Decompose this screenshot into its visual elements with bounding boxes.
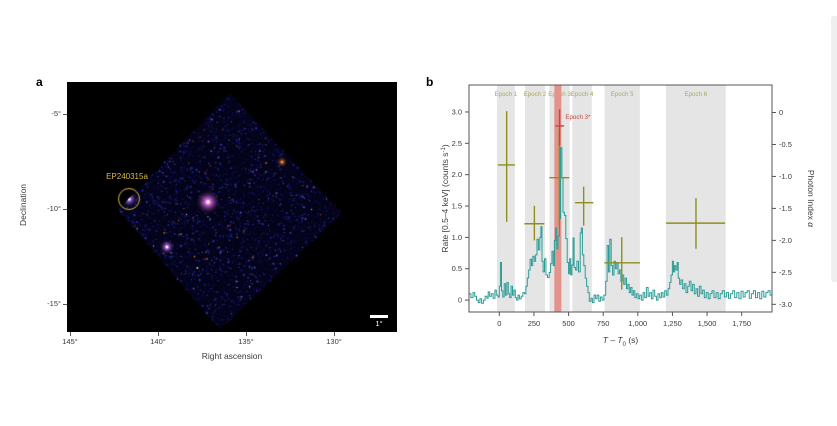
rate-tick-label: 2.5 [452, 139, 462, 148]
x-tick-label: 1,750 [732, 319, 751, 328]
special-epoch-label: Epoch 3* [565, 114, 591, 121]
ra-tick-label: 140° [150, 337, 166, 346]
adjacent-panel-edge [831, 16, 837, 282]
special-epoch-band [554, 85, 562, 312]
epoch-band-label: Epoch 2 [524, 91, 547, 98]
epoch-band-label: Epoch 1 [495, 91, 518, 98]
x-tick-label: 0 [497, 319, 501, 328]
xray-sky-canvas [67, 82, 397, 332]
alpha-tick-label: 0 [779, 108, 783, 117]
photon-index-cross [524, 205, 545, 241]
photon-index-cross [666, 198, 726, 249]
dec-tick [63, 304, 67, 305]
x-tick-label: 750 [597, 319, 610, 328]
epoch-band-label: Epoch 6 [684, 91, 707, 98]
alpha-tick-label: -2.5 [779, 268, 792, 277]
x-tick-label: 1,250 [663, 319, 682, 328]
photon-index-cross [555, 109, 564, 146]
dec-tick-label: -5° [51, 109, 61, 118]
rate-tick-label: 2.0 [452, 170, 462, 179]
x-tick-label: 250 [528, 319, 541, 328]
x-tick-label: 1,000 [628, 319, 647, 328]
rate-axis-label: Rate [0.5–4 keV] (counts s-1) [440, 144, 450, 253]
alpha-tick-label: -1.5 [779, 204, 792, 213]
dec-tick-label: -15° [47, 299, 61, 308]
epoch-band [524, 85, 546, 312]
photon-index-cross [575, 186, 594, 226]
alpha-tick-label: -2.0 [779, 236, 792, 245]
x-tick-label: 500 [562, 319, 575, 328]
dec-tick [63, 114, 67, 115]
lightcurve-step-line [469, 147, 772, 304]
dec-tick [63, 209, 67, 210]
alpha-tick-label: -3.0 [779, 300, 792, 309]
x-tick-label: 1,500 [698, 319, 717, 328]
ra-tick [246, 332, 247, 336]
alpha-axis-label: Photon Index α [806, 170, 816, 228]
photon-index-cross [549, 129, 570, 226]
alpha-tick-label: -0.5 [779, 140, 792, 149]
plot-frame [468, 84, 773, 313]
ra-tick [70, 332, 71, 336]
scale-bar [370, 315, 388, 318]
ra-tick [334, 332, 335, 336]
epoch-band-label: Epoch 5 [611, 91, 634, 98]
rate-tick-label: 1.0 [452, 233, 462, 242]
alpha-tick-label: -1.0 [779, 172, 792, 181]
x-axis-label: T – T0 (s) [603, 335, 639, 348]
ra-tick-label: 130° [326, 337, 342, 346]
rate-tick-label: 0 [458, 296, 462, 305]
ra-tick [158, 332, 159, 336]
ra-axis-label: Right ascension [201, 351, 263, 361]
photon-index-cross [497, 111, 515, 222]
rate-tick-label: 3.0 [452, 107, 462, 116]
scale-bar-label: 1° [375, 319, 383, 328]
dec-axis-label: Declination [18, 183, 28, 227]
panel-a-letter: a [36, 75, 43, 89]
ra-tick-label: 145° [62, 337, 78, 346]
panel-b-letter: b [426, 75, 434, 89]
dec-tick-label: -10° [47, 204, 61, 213]
xray-image-frame [67, 82, 397, 332]
photon-index-cross [604, 237, 641, 290]
source-annotation-label: EP240315a [106, 172, 148, 181]
epoch-band-label: Epoch 4 [571, 91, 594, 98]
epoch-band [572, 85, 592, 312]
rate-tick-label: 0.5 [452, 264, 462, 273]
rate-tick-label: 1.5 [452, 202, 462, 211]
ra-tick-label: 135° [238, 337, 254, 346]
epoch-band [496, 85, 515, 312]
